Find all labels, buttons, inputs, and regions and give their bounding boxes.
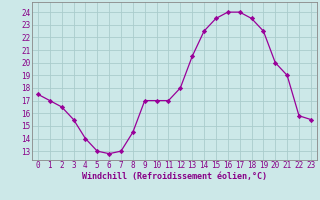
X-axis label: Windchill (Refroidissement éolien,°C): Windchill (Refroidissement éolien,°C) (82, 172, 267, 181)
